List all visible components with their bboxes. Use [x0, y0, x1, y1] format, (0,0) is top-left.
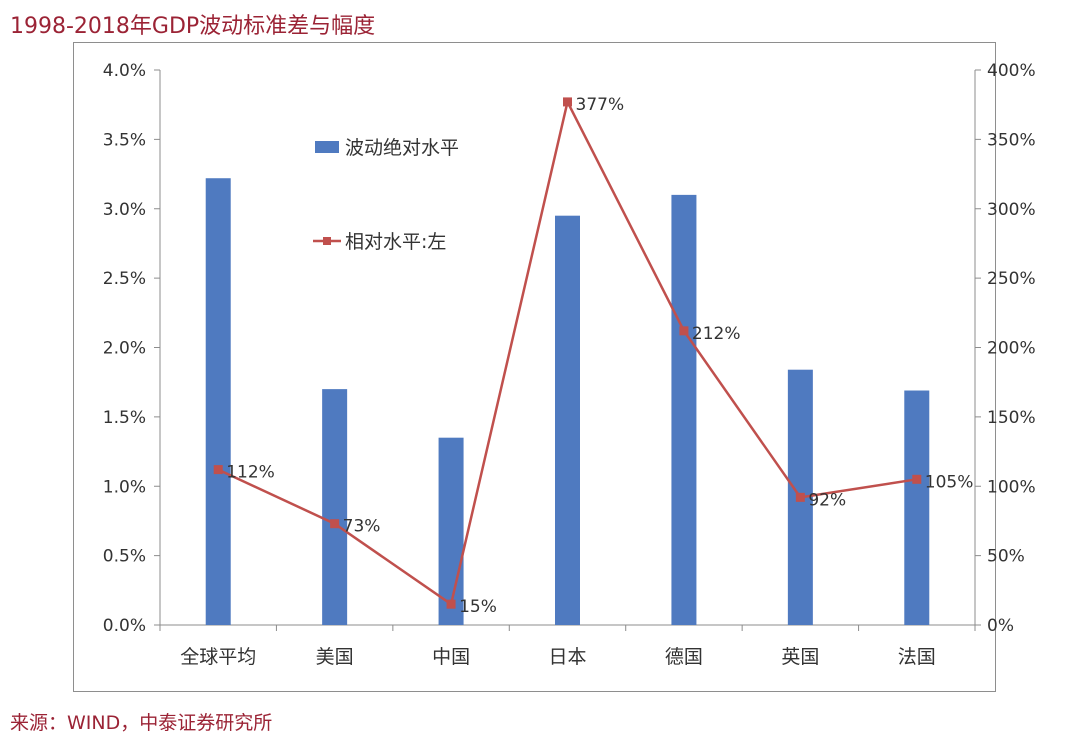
left-tick-label: 4.0%: [103, 61, 146, 81]
data-label: 92%: [808, 490, 846, 510]
data-label: 15%: [459, 597, 497, 617]
right-tick-label: 300%: [987, 200, 1036, 220]
line-marker: [679, 326, 689, 336]
right-tick-label: 350%: [987, 130, 1036, 150]
x-category-label: 日本: [548, 646, 586, 668]
chart-title: 1998-2018年GDP波动标准差与幅度: [10, 14, 376, 39]
x-category-label: 法国: [898, 646, 936, 668]
right-tick-label: 0%: [987, 616, 1014, 636]
left-tick-label: 3.5%: [103, 130, 146, 150]
left-tick-label: 2.0%: [103, 339, 146, 359]
left-tick-label: 0.5%: [103, 547, 146, 567]
bar: [671, 194, 697, 625]
left-tick-label: 3.0%: [103, 200, 146, 220]
right-tick-label: 250%: [987, 269, 1036, 289]
legend-line-label: 相对水平:左: [345, 231, 446, 253]
x-category-label: 美国: [316, 646, 354, 668]
x-category-label: 英国: [781, 646, 819, 668]
line-marker: [912, 474, 922, 484]
right-tick-label: 150%: [987, 408, 1036, 428]
bar: [904, 390, 930, 625]
legend-bar-swatch: [315, 141, 339, 153]
bar: [322, 389, 348, 625]
left-tick-label: 1.0%: [103, 477, 146, 497]
data-label: 73%: [343, 517, 381, 537]
left-tick-label: 1.5%: [103, 408, 146, 428]
line-marker: [795, 492, 805, 502]
source-note: 来源：WIND，中泰证券研究所: [10, 712, 273, 734]
right-tick-label: 100%: [987, 477, 1036, 497]
bar: [438, 437, 464, 625]
legend-line-marker: [323, 237, 331, 245]
x-category-label: 全球平均: [180, 646, 256, 668]
right-tick-label: 50%: [987, 547, 1025, 567]
line-marker: [330, 519, 340, 529]
left-tick-label: 2.5%: [103, 269, 146, 289]
bar: [555, 215, 580, 625]
data-label: 212%: [692, 324, 741, 344]
data-label: 105%: [925, 472, 974, 492]
left-tick-label: 0.0%: [103, 616, 146, 636]
line-marker: [446, 599, 456, 609]
x-category-label: 中国: [432, 646, 470, 668]
right-tick-label: 400%: [987, 61, 1036, 81]
legend-bar-label: 波动绝对水平: [345, 137, 459, 159]
line-marker: [563, 97, 572, 107]
data-label: 377%: [576, 95, 625, 115]
data-label: 112%: [226, 463, 275, 483]
line-marker: [213, 465, 223, 475]
x-category-label: 德国: [665, 646, 703, 668]
right-tick-label: 200%: [987, 339, 1036, 359]
bar: [205, 178, 231, 625]
